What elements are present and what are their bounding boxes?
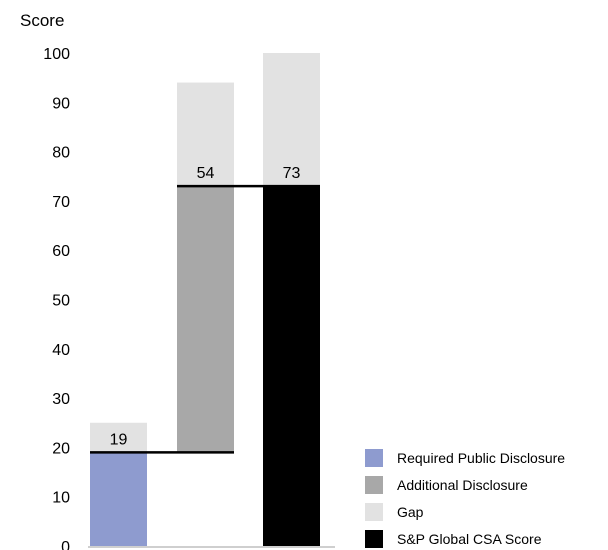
y-tick-label: 90 xyxy=(52,95,70,112)
gap-bar xyxy=(90,422,147,453)
gap-bar xyxy=(177,82,234,187)
data-labels: 19 54 73 xyxy=(110,165,301,448)
y-tick-label: 0 xyxy=(61,539,70,550)
y-tick-label: 30 xyxy=(52,391,70,408)
y-tick-label: 20 xyxy=(52,440,70,457)
y-tick-label: 10 xyxy=(52,490,70,507)
gap-bar xyxy=(263,53,320,187)
legend-label: S&P Global CSA Score xyxy=(397,531,542,547)
y-axis-title: Score xyxy=(20,11,64,30)
y-tick-label: 80 xyxy=(52,145,70,162)
legend-swatch xyxy=(365,449,383,467)
y-tick-label: 40 xyxy=(52,342,70,359)
y-tick-label: 50 xyxy=(52,293,70,310)
legend-swatch xyxy=(365,476,383,494)
legend-label: Gap xyxy=(397,504,424,520)
y-tick-label: 100 xyxy=(43,46,70,63)
y-tick-label: 70 xyxy=(52,194,70,211)
bars-layer xyxy=(90,53,320,547)
value-bar xyxy=(90,452,147,546)
y-axis-ticks: 0 10 20 30 40 50 60 70 80 90 100 xyxy=(43,46,70,550)
y-tick-label: 60 xyxy=(52,243,70,260)
value-bar xyxy=(177,186,234,453)
legend: Required Public Disclosure Additional Dis… xyxy=(365,449,565,548)
bar-value-label: 54 xyxy=(197,165,215,182)
legend-label: Additional Disclosure xyxy=(397,477,528,493)
legend-swatch xyxy=(365,530,383,548)
bar-value-label: 73 xyxy=(283,165,301,182)
bar-value-label: 19 xyxy=(110,431,128,448)
legend-swatch xyxy=(365,503,383,521)
connector-lines xyxy=(90,184,320,454)
legend-label: Required Public Disclosure xyxy=(397,450,565,466)
value-bar xyxy=(263,186,320,547)
